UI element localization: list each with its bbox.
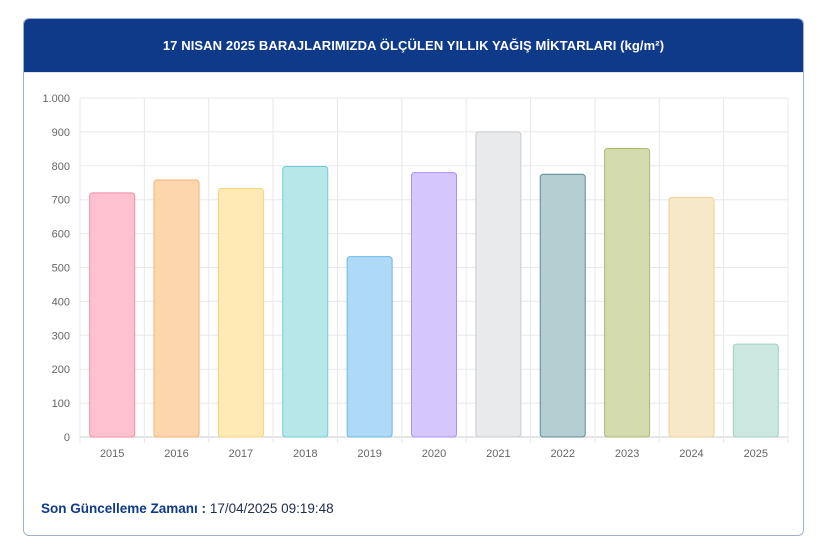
y-tick-label: 800 — [52, 161, 70, 173]
bar-2022 — [539, 173, 586, 438]
chart-title: 17 NISAN 2025 BARAJLARIMIZDA ÖLÇÜLEN YIL… — [162, 38, 665, 53]
bar-2016 — [153, 179, 200, 438]
bar-2025 — [732, 343, 779, 438]
bar-2019 — [346, 256, 393, 438]
x-tick-label: 2025 — [744, 448, 768, 460]
x-tick-label: 2015 — [100, 448, 124, 460]
x-tick-label: 2021 — [486, 448, 510, 460]
y-tick-label: 400 — [52, 296, 70, 308]
y-tick-label: 1.000 — [42, 93, 70, 105]
x-tick-label: 2017 — [229, 448, 253, 460]
bar-2020 — [411, 172, 457, 438]
chart-plot-area: 0 100 200 300 400 500 600 700 800 900 1.000 2015 201… — [24, 72, 803, 473]
bar-2015 — [89, 192, 136, 438]
x-tick-label: 2016 — [164, 448, 188, 460]
y-tick-label: 500 — [52, 263, 70, 275]
y-tick-label: 300 — [52, 330, 70, 342]
y-tick-label: 0 — [64, 432, 70, 444]
x-tick-label: 2018 — [293, 448, 317, 460]
x-tick-label: 2019 — [357, 448, 381, 460]
bar-2018 — [282, 165, 329, 438]
y-tick-label: 900 — [52, 127, 70, 139]
x-tick-label: 2022 — [550, 448, 574, 460]
bar-2017 — [217, 188, 264, 438]
last-updated-label: Son Güncelleme Zamanı : — [41, 501, 207, 516]
rainfall-bar-chart: 0 100 200 300 400 500 600 700 800 900 1.000 2015 201… — [42, 93, 789, 460]
bar-2021 — [475, 131, 522, 438]
x-tick-label: 2023 — [615, 448, 639, 460]
last-updated: Son Güncelleme Zamanı : 17/04/2025 09:19… — [41, 501, 334, 516]
x-tick-label: 2020 — [422, 448, 446, 460]
bar-2023 — [604, 148, 651, 438]
x-tick-label: 2024 — [679, 448, 703, 460]
y-tick-label: 200 — [52, 364, 70, 376]
y-tick-label: 100 — [52, 398, 70, 410]
last-updated-value: 17/04/2025 09:19:48 — [209, 501, 334, 516]
chart-card: 17 NISAN 2025 BARAJLARIMIZDA ÖLÇÜLEN YIL… — [23, 18, 804, 536]
y-tick-label: 600 — [52, 229, 70, 241]
y-tick-label: 700 — [52, 195, 70, 207]
bar-2024 — [668, 196, 715, 438]
chart-header: 17 NISAN 2025 BARAJLARIMIZDA ÖLÇÜLEN YIL… — [24, 19, 803, 72]
